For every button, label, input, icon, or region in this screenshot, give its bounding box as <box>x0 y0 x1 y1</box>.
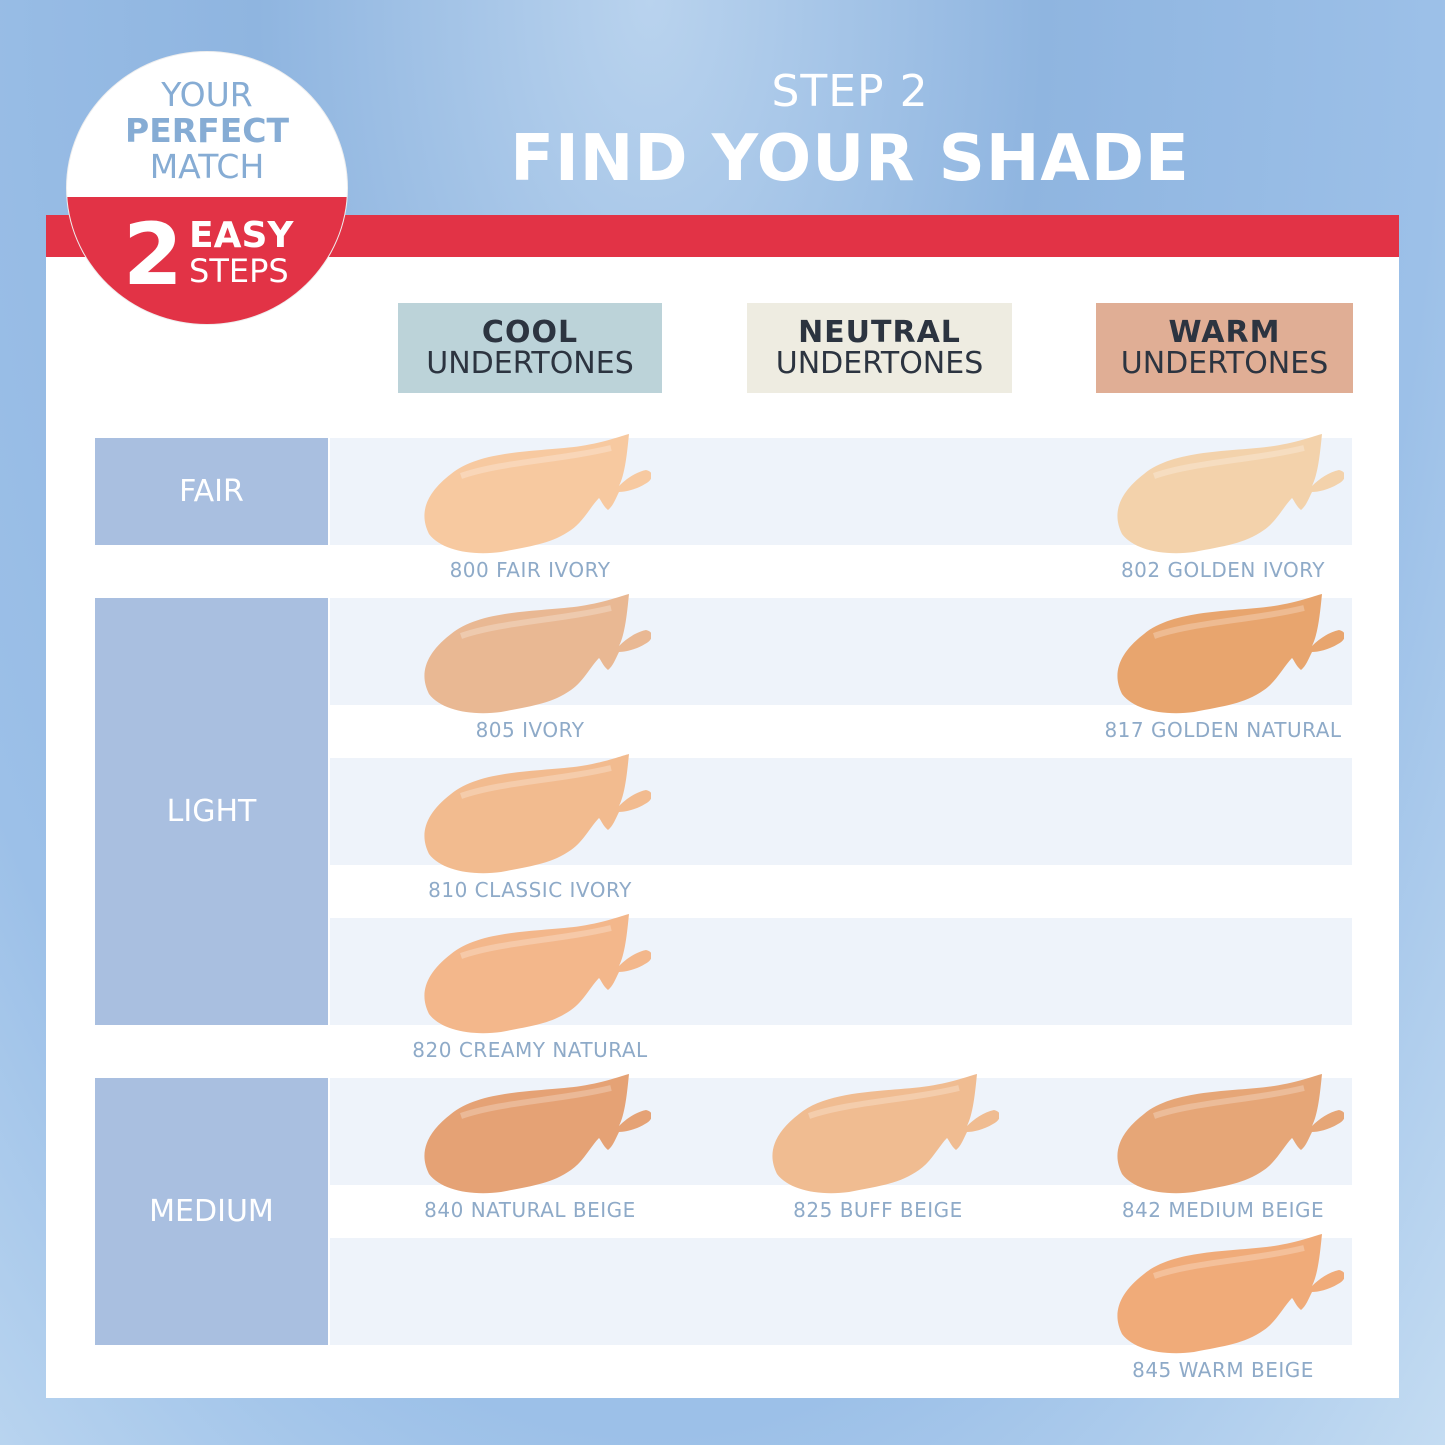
swatch-blob <box>1117 594 1345 714</box>
swatch-blob <box>424 434 652 554</box>
undertone-sub: UNDERTONES <box>1120 346 1329 381</box>
badge-steps: STEPS <box>189 252 289 290</box>
undertone-name: WARM <box>1168 315 1281 350</box>
undertone-header-neutral: NEUTRAL UNDERTONES <box>747 303 1012 393</box>
shade-label: 820 CREAMY NATURAL <box>412 1038 648 1062</box>
shade-label: 825 BUFF BEIGE <box>793 1198 963 1222</box>
undertone-name: NEUTRAL <box>798 315 961 350</box>
shade-label: 842 MEDIUM BEIGE <box>1121 1198 1325 1222</box>
swatch-blob <box>1117 434 1345 554</box>
undertone-name: COOL <box>481 315 579 350</box>
shade-swatch[interactable] <box>1110 1072 1345 1200</box>
shade-swatch[interactable] <box>417 752 652 880</box>
swatch-blob <box>424 754 652 874</box>
shade-swatch[interactable] <box>765 1072 1000 1200</box>
badge-red-section <box>67 197 347 324</box>
step-label: STEP 2 <box>771 66 929 117</box>
swatch-blob <box>424 594 652 714</box>
category-light: LIGHT <box>95 598 328 1025</box>
page-title: FIND YOUR SHADE <box>510 122 1190 196</box>
shade-swatch[interactable] <box>1110 1232 1345 1360</box>
undertone-header-warm: WARM UNDERTONES <box>1096 303 1353 393</box>
badge-line2: PERFECT <box>125 111 289 150</box>
badge-number: 2 <box>123 205 183 305</box>
category-fair: FAIR <box>95 438 328 545</box>
undertone-sub: UNDERTONES <box>775 346 984 381</box>
shade-label: 817 GOLDEN NATURAL <box>1104 718 1342 742</box>
shade-swatch[interactable] <box>417 432 652 560</box>
shade-label: 845 WARM BEIGE <box>1132 1358 1314 1382</box>
category-medium: MEDIUM <box>95 1078 328 1345</box>
undertone-header-cool: COOL UNDERTONES <box>398 303 662 393</box>
shade-swatch[interactable] <box>417 912 652 1040</box>
shade-swatch[interactable] <box>417 592 652 720</box>
shade-swatch[interactable] <box>1110 592 1345 720</box>
badge-line1: YOUR <box>161 75 253 114</box>
swatch-blob <box>424 914 652 1034</box>
shade-label: 800 FAIR IVORY <box>449 558 611 582</box>
shade-swatch[interactable] <box>417 1072 652 1200</box>
swatch-blob <box>772 1074 1000 1194</box>
swatch-blob <box>1117 1074 1345 1194</box>
perfect-match-badge: YOUR PERFECT MATCH 2 EASY STEPS <box>67 52 347 324</box>
undertone-sub: UNDERTONES <box>426 346 634 381</box>
badge-easy: EASY <box>189 215 294 256</box>
swatch-blob <box>424 1074 652 1194</box>
shade-label: 840 NATURAL BEIGE <box>424 1198 636 1222</box>
shade-swatch[interactable] <box>1110 432 1345 560</box>
swatch-blob <box>1117 1234 1345 1354</box>
shade-label: 802 GOLDEN IVORY <box>1120 558 1326 582</box>
shade-label: 810 CLASSIC IVORY <box>428 878 632 902</box>
badge-line3: MATCH <box>149 147 265 186</box>
shade-label: 805 IVORY <box>475 718 585 742</box>
